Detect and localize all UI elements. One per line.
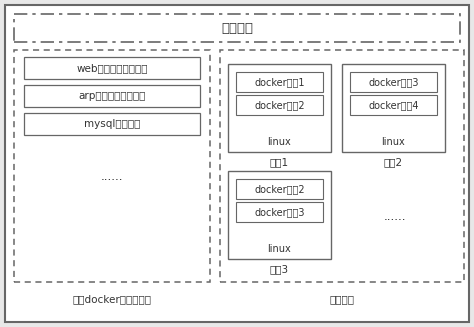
Text: docker服务3: docker服务3 (368, 77, 419, 87)
Text: arp欺骗检测服务模拟: arp欺骗检测服务模拟 (78, 91, 146, 101)
Bar (236, 95, 323, 115)
Bar (228, 64, 331, 152)
Text: docker服务3: docker服务3 (254, 207, 305, 217)
Bar (24, 113, 200, 135)
Bar (14, 14, 460, 42)
Text: linux: linux (268, 244, 292, 254)
Text: linux: linux (382, 137, 405, 147)
Text: linux: linux (268, 137, 292, 147)
Text: 蜜罐3: 蜜罐3 (270, 264, 289, 274)
Bar (24, 85, 200, 107)
Text: ......: ...... (384, 211, 406, 223)
Text: docker服务4: docker服务4 (368, 100, 419, 110)
Text: docker服务2: docker服务2 (254, 100, 305, 110)
Text: 蜜罐2: 蜜罐2 (384, 157, 403, 167)
Bar (350, 72, 437, 92)
Text: 蜜罐集群: 蜜罐集群 (329, 294, 355, 304)
Bar (228, 171, 331, 259)
Text: docker服务1: docker服务1 (254, 77, 305, 87)
Bar (342, 64, 445, 152)
Bar (220, 50, 464, 282)
Text: web渗透检测服务模拟: web渗透检测服务模拟 (76, 63, 148, 73)
Text: docker服务2: docker服务2 (254, 184, 305, 194)
Text: 基于docker的镜像模板: 基于docker的镜像模板 (73, 294, 152, 304)
Bar (236, 179, 323, 199)
Text: 蜜罐1: 蜜罐1 (270, 157, 289, 167)
Bar (24, 57, 200, 79)
Bar (236, 202, 323, 222)
Text: mysql服务模拟: mysql服务模拟 (84, 119, 140, 129)
Bar (14, 50, 210, 282)
Text: 蜜罐中心: 蜜罐中心 (221, 22, 253, 35)
Text: ......: ...... (101, 170, 123, 183)
Bar (236, 72, 323, 92)
Bar (350, 95, 437, 115)
